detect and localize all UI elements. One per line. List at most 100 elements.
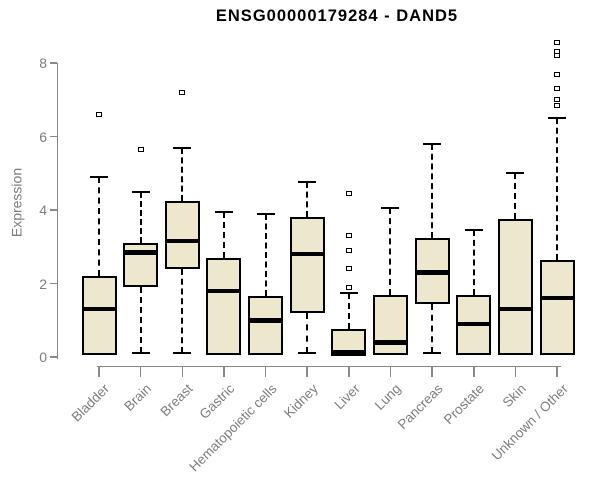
whisker-upper-cap — [339, 291, 358, 294]
whisker-upper — [556, 118, 559, 260]
outlier-point — [345, 190, 352, 196]
whisker-lower-cap — [423, 352, 442, 355]
whisker-lower — [181, 268, 184, 354]
whisker-upper — [472, 230, 475, 295]
outlier-point — [554, 40, 561, 46]
whisker-upper — [181, 147, 184, 201]
whisker-lower-cap — [298, 352, 317, 355]
whisker-upper-cap — [464, 229, 483, 232]
x-axis-tick — [306, 366, 308, 377]
boxplot-box — [164, 200, 200, 269]
outlier-point — [345, 284, 352, 290]
y-axis-tick — [50, 209, 57, 211]
chart-title: ENSG00000179284 - DAND5 — [215, 7, 459, 25]
whisker-upper — [514, 173, 517, 220]
x-category-label: Liver — [331, 381, 363, 413]
outlier-point — [345, 247, 352, 253]
x-category-label: Kidney — [281, 381, 321, 421]
boxplot-box — [289, 217, 325, 313]
whisker-lower — [431, 303, 434, 354]
whisker-upper — [222, 211, 225, 258]
whisker-upper — [139, 191, 142, 244]
x-axis-tick — [223, 366, 225, 377]
whisker-upper — [306, 182, 309, 218]
x-axis-tick — [556, 366, 558, 377]
whisker-upper-cap — [548, 117, 567, 120]
whisker-upper-cap — [90, 175, 108, 178]
x-category-label: Pancreas — [394, 381, 446, 432]
whisker-lower-cap — [173, 352, 192, 355]
outlier-point — [554, 102, 561, 108]
whisker-lower — [139, 287, 142, 354]
boxplot-box — [497, 219, 533, 356]
median-line — [123, 250, 159, 255]
y-axis-tick — [50, 356, 57, 358]
median-line — [414, 270, 450, 275]
whisker-lower — [306, 312, 309, 354]
whisker-upper-cap — [298, 181, 317, 184]
whisker-upper-cap — [214, 210, 233, 213]
whisker-upper — [347, 292, 350, 330]
outlier-point — [96, 111, 102, 117]
whisker-upper — [431, 143, 434, 238]
whisker-upper — [264, 213, 267, 297]
outlier-point — [137, 146, 144, 152]
x-category-label: Bladder — [69, 381, 113, 425]
x-axis-line — [97, 365, 561, 367]
whisker-upper-cap — [506, 172, 525, 175]
x-axis-tick — [473, 366, 475, 377]
boxplot-box — [372, 294, 408, 356]
median-line — [248, 318, 284, 323]
x-axis-tick — [181, 366, 184, 377]
y-tick-label: 6 — [39, 128, 47, 145]
whisker-upper-cap — [381, 207, 400, 210]
outlier-point — [554, 49, 561, 55]
x-axis-tick — [98, 366, 100, 377]
median-line — [456, 321, 492, 327]
median-line — [497, 306, 533, 312]
median-line — [331, 350, 367, 355]
whisker-upper-cap — [423, 142, 442, 145]
boxplot-box — [206, 257, 242, 356]
x-category-label: Skin — [499, 381, 530, 411]
outlier-point — [345, 233, 352, 239]
whisker-upper-cap — [256, 212, 275, 215]
y-axis-tick — [50, 135, 57, 138]
x-axis-tick — [264, 366, 267, 377]
outlier-point — [345, 266, 352, 272]
y-tick-label: 4 — [39, 202, 47, 218]
boxplot-box — [81, 276, 117, 356]
outlier-point — [554, 86, 561, 92]
x-category-label: Breast — [157, 381, 196, 420]
median-line — [81, 306, 117, 312]
boxplot-box — [539, 259, 575, 356]
y-axis-tick — [50, 282, 57, 285]
x-axis-tick — [139, 366, 142, 377]
median-line — [289, 251, 325, 257]
median-line — [372, 340, 408, 345]
outlier-point — [554, 97, 561, 103]
whisker-lower-cap — [131, 352, 150, 355]
x-axis-tick — [389, 366, 392, 377]
whisker-upper — [389, 208, 392, 295]
x-category-label: Prostate — [441, 381, 488, 428]
outlier-point — [554, 71, 561, 77]
median-line — [206, 288, 242, 294]
x-category-label: Gastric — [196, 381, 238, 422]
x-axis-tick — [514, 366, 517, 377]
boxplot-box — [248, 296, 284, 356]
x-axis-tick — [431, 366, 433, 377]
y-tick-label: 8 — [39, 55, 47, 71]
whisker-upper — [98, 176, 100, 277]
x-category-label: Brain — [121, 381, 155, 414]
x-category-label: Unknown / Other — [488, 381, 571, 464]
y-axis-line — [56, 63, 58, 359]
median-line — [164, 238, 200, 244]
whisker-upper-cap — [173, 146, 192, 149]
median-line — [539, 295, 575, 301]
y-tick-label: 0 — [39, 349, 47, 365]
x-axis-tick — [348, 366, 350, 377]
y-axis-tick — [50, 62, 57, 64]
x-category-label: Lung — [372, 381, 405, 413]
